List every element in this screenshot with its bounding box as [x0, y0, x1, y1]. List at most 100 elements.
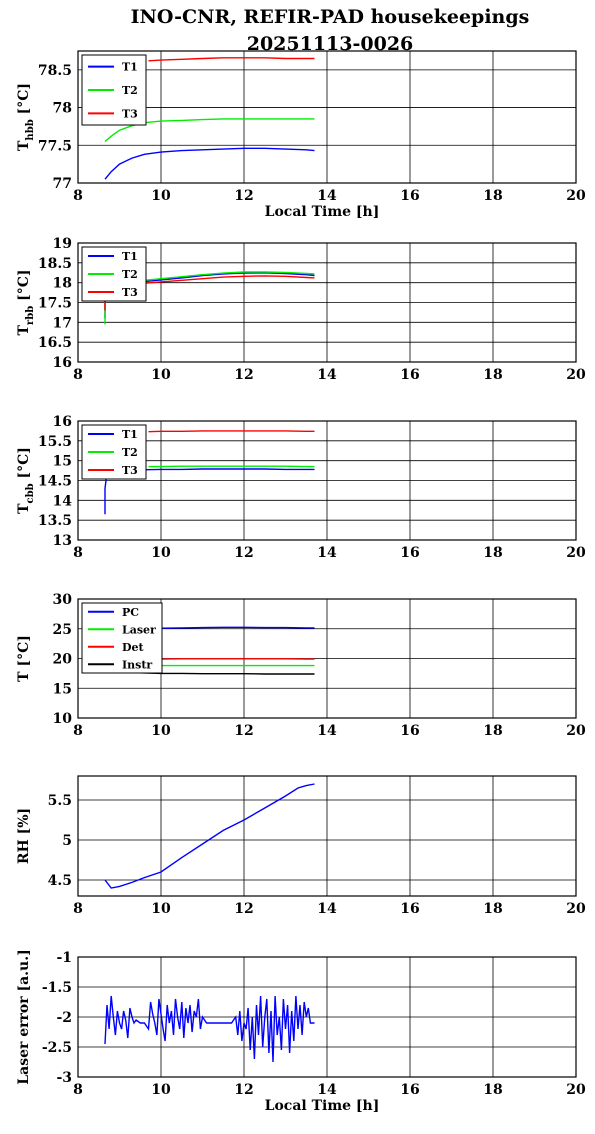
chart-panel-5: 8 10 12 14 16 18 20 4.5 5 5.5 RH [%] — [16, 775, 586, 917]
x-tick-label: 14 — [317, 1082, 337, 1098]
x-tick-label: 12 — [234, 723, 253, 739]
legend-label-t1: T1 — [122, 250, 138, 263]
series-line-t3 — [148, 57, 315, 62]
x-tick-label: 10 — [151, 901, 171, 917]
x-tick-label: 18 — [483, 1082, 502, 1098]
series-line-pc — [152, 626, 315, 629]
figure-title-line2: 20251113-0026 — [247, 33, 414, 55]
series-line-t1 — [104, 147, 315, 180]
series-line-t2 — [104, 118, 315, 143]
x-tick-label: 14 — [317, 723, 337, 739]
plot-frame — [77, 420, 577, 541]
x-tick-label: 10 — [151, 188, 171, 204]
x-tick-label: 16 — [400, 545, 419, 561]
y-tick-label: 77.5 — [38, 138, 72, 154]
legend: T1 T2 T3 — [81, 246, 147, 302]
x-tick-label: 8 — [73, 723, 83, 739]
y-tick-label: 78.5 — [38, 63, 72, 79]
x-tick-label: 8 — [73, 901, 83, 917]
plot-frame — [77, 775, 577, 897]
y-tick-label: 13.5 — [38, 513, 72, 529]
x-tick-label: 20 — [566, 545, 586, 561]
x-tick-label: 8 — [73, 367, 83, 383]
y-tick-label: 15 — [53, 454, 72, 470]
legend-label-t3: T3 — [122, 464, 138, 477]
y-tick-label: 16 — [53, 355, 72, 371]
x-tick-label: 14 — [317, 188, 337, 204]
y-axis-label: Thbb [°C] — [16, 83, 36, 151]
series-line-t3 — [148, 430, 315, 433]
plot-frame — [77, 956, 577, 1078]
y-tick-label: 13 — [53, 533, 72, 549]
y-tick-label: 25 — [53, 622, 72, 638]
y-tick-label: 14.5 — [38, 474, 72, 490]
chart-panel-6: 8 10 12 14 16 18 20 -3 -2.5 -2 -1.5 -1 Local Time [h… — [16, 949, 586, 1114]
chart-panel-3: 8 10 12 14 16 18 20 13 13.5 14 14.5 15 15.5 16 Tcbb [°… — [16, 414, 586, 561]
y-axis-label: Trbb [°C] — [16, 270, 36, 336]
y-tick-label: 10 — [53, 711, 73, 727]
x-tick-label: 20 — [566, 1082, 586, 1098]
legend-label-t3: T3 — [122, 107, 138, 120]
y-tick-label: 18 — [53, 276, 72, 292]
x-tick-label: 8 — [73, 545, 83, 561]
y-tick-label: 77 — [53, 176, 72, 192]
x-tick-label: 16 — [400, 901, 419, 917]
plot-frame — [77, 598, 577, 719]
x-tick-label: 18 — [483, 367, 502, 383]
legend-label-t2: T2 — [122, 268, 138, 281]
x-tick-label: 8 — [73, 1082, 83, 1098]
plot-frame — [77, 242, 577, 363]
x-tick-label: 10 — [151, 545, 171, 561]
y-tick-label: -1 — [56, 950, 72, 966]
y-tick-label: 17 — [53, 315, 72, 331]
y-tick-label: -3 — [56, 1070, 72, 1086]
y-tick-label: 15 — [53, 681, 72, 697]
y-tick-label: 17.5 — [38, 296, 72, 312]
x-tick-label: 18 — [483, 723, 502, 739]
y-tick-label: 4.5 — [48, 873, 72, 889]
legend-label-t2: T2 — [122, 446, 138, 459]
figure-title-line1: INO-CNR, REFIR-PAD housekeepings — [131, 6, 530, 28]
y-tick-label: -1.5 — [42, 980, 72, 996]
y-tick-label: 5.5 — [48, 793, 72, 809]
x-tick-label: 16 — [400, 723, 419, 739]
y-tick-label: 15.5 — [38, 434, 72, 450]
x-tick-label: 20 — [566, 723, 586, 739]
legend: PC Laser Det Instr — [81, 602, 163, 674]
x-tick-label: 12 — [234, 901, 253, 917]
series-line-main — [104, 783, 315, 889]
x-tick-label: 12 — [234, 188, 253, 204]
x-tick-label: 18 — [483, 545, 502, 561]
x-axis-label: Local Time [h] — [265, 204, 380, 220]
y-tick-label: -2.5 — [42, 1040, 72, 1056]
legend-label-t1: T1 — [122, 428, 138, 441]
y-tick-label: 14 — [53, 493, 73, 509]
y-tick-label: -2 — [56, 1010, 72, 1026]
legend-label-laser: Laser — [122, 623, 156, 636]
legend: T1 T2 T3 — [81, 54, 147, 126]
series-line-main — [104, 995, 315, 1063]
x-tick-label: 14 — [317, 545, 337, 561]
y-tick-label: 20 — [53, 652, 73, 668]
x-tick-label: 16 — [400, 188, 419, 204]
legend-label-det: Det — [122, 641, 145, 654]
x-tick-label: 8 — [73, 188, 83, 204]
x-axis-label: Local Time [h] — [265, 1098, 380, 1114]
y-tick-label: 5 — [62, 833, 72, 849]
x-tick-label: 16 — [400, 1082, 419, 1098]
x-tick-label: 18 — [483, 188, 502, 204]
legend-box — [81, 602, 163, 674]
legend-label-pc: PC — [122, 606, 139, 619]
x-tick-label: 12 — [234, 545, 253, 561]
x-tick-label: 14 — [317, 901, 337, 917]
x-tick-label: 10 — [151, 1082, 171, 1098]
y-tick-label: 18.5 — [38, 256, 72, 272]
y-axis-label: Laser error [a.u.] — [16, 949, 32, 1084]
legend-label-t3: T3 — [122, 286, 138, 299]
legend: T1 T2 T3 — [81, 424, 147, 480]
chart-panel-2: 8 10 12 14 16 18 20 16 16.5 17 17.5 18 18.5 19 Trbb [°… — [16, 236, 586, 383]
chart-panel-1: 8 10 12 14 16 18 20 77 77.5 78 78.5 Local Time [h] T… — [16, 50, 586, 220]
legend-label-t1: T1 — [122, 61, 138, 74]
